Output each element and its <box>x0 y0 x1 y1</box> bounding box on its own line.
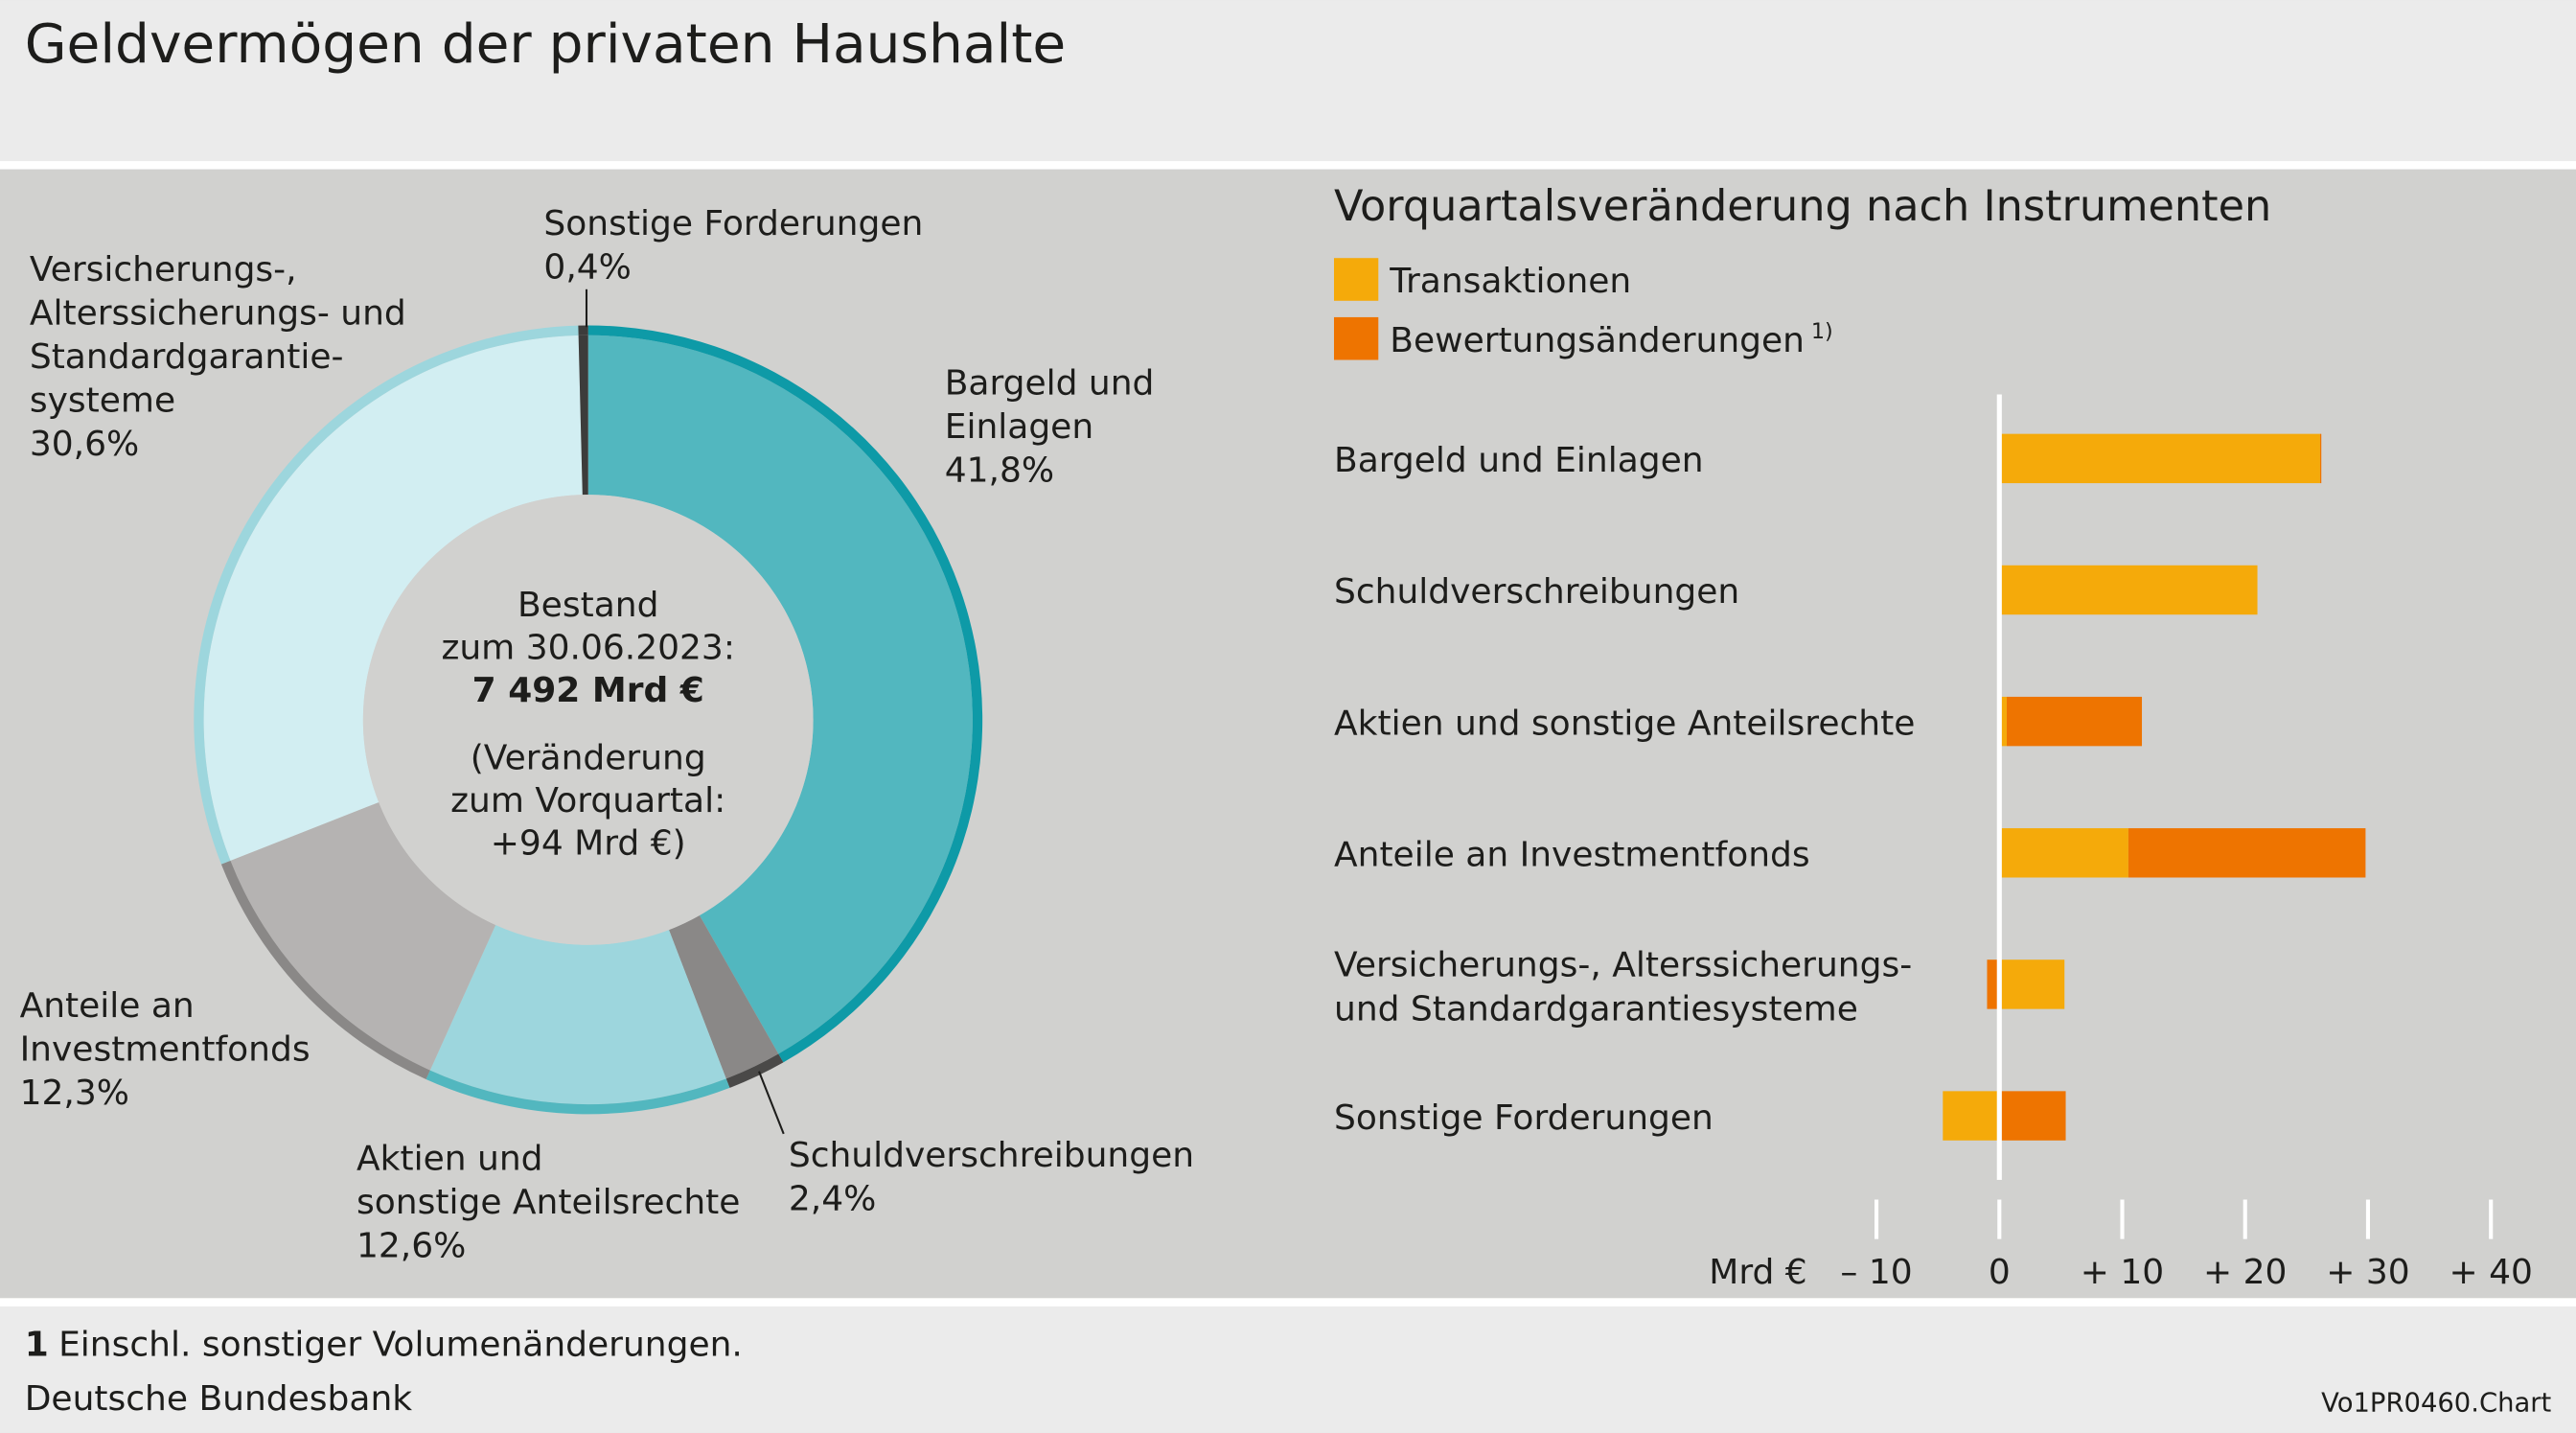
donut-slice-3 <box>230 801 496 1071</box>
donut-label-2-line-0: Aktien und <box>356 1140 542 1179</box>
donut-value-label-1: 2,4% <box>789 1180 876 1219</box>
x-tick-label-3: + 20 <box>2203 1253 2287 1292</box>
center-line-3: 7 492 Mrd € <box>472 671 704 710</box>
footnote-marker: 1 <box>25 1325 49 1364</box>
page-title: Geldvermögen der privaten Haushalte <box>25 12 1066 76</box>
donut-label-0-line-0: Bargeld und <box>945 364 1155 404</box>
center-line-1: Bestand <box>518 586 658 625</box>
bar-1-transaktionen <box>1999 565 2258 615</box>
legend-swatch-transaktionen <box>1334 258 1379 301</box>
donut-label-0-line-1: Einlagen <box>945 407 1093 447</box>
bar-3-transaktionen <box>1999 828 2128 878</box>
bar-5-transaktionen <box>1943 1091 2000 1141</box>
x-tick-label-5: + 40 <box>2449 1253 2532 1292</box>
donut-label-1-line-0: Schuldverschreibungen <box>789 1136 1194 1175</box>
donut-slice-1 <box>669 914 779 1079</box>
center-line-6: +94 Mrd €) <box>491 823 686 863</box>
bar-3-bewertung <box>2128 828 2366 878</box>
zero-line <box>1996 394 2002 1180</box>
center-line-5: zum Vorquartal: <box>450 781 725 821</box>
x-tick-label-2: + 10 <box>2081 1253 2164 1292</box>
divider-top <box>0 161 2576 170</box>
bar-category-label-3: Anteile an Investmentfonds <box>1334 835 1810 874</box>
donut-label-4-line-3: systeme <box>30 381 175 421</box>
bar-4-transaktionen <box>1999 959 2065 1009</box>
donut-value-label-5: 0,4% <box>543 248 631 288</box>
bar-category-label-4-line-0: Versicherungs-, Alterssicherungs- <box>1334 945 1912 984</box>
donut-chart <box>194 289 983 1135</box>
x-tick-label-0: – 10 <box>1840 1253 1912 1292</box>
donut-value-label-3: 12,3% <box>20 1074 129 1113</box>
bar-category-label-4-line-1: und Standardgarantiesysteme <box>1334 990 1858 1029</box>
donut-label-3-line-0: Anteile an <box>20 986 195 1026</box>
donut-slice-2 <box>429 925 726 1105</box>
x-tick-5 <box>2489 1199 2494 1239</box>
donut-slice-rim-5 <box>578 325 588 335</box>
donut-label-2-line-1: sonstige Anteilsrechte <box>356 1183 740 1222</box>
bar-2-transaktionen <box>1999 696 2007 747</box>
chart-id: Vo1PR0460.Chart <box>2321 1389 2551 1419</box>
bar-5-bewertung <box>1999 1091 2066 1141</box>
donut-slice-rim-2 <box>426 1070 730 1115</box>
bar-category-label-2: Aktien und sonstige Anteilsrechte <box>1334 704 1915 743</box>
bar-0-transaktionen <box>1999 433 2320 484</box>
donut-center-text: Bestand zum 30.06.2023: 7 492 Mrd € (Ver… <box>441 586 734 864</box>
donut-slice-5 <box>578 335 588 496</box>
bar-category-label-1: Schuldverschreibungen <box>1334 572 1739 612</box>
x-axis-unit-label: Mrd € <box>1709 1253 1806 1292</box>
legend-footnote-sup: 1) <box>1811 319 1833 344</box>
footnote: 1 Einschl. sonstiger Volumenänderungen. <box>25 1325 743 1364</box>
divider-bottom <box>0 1298 2576 1306</box>
legend-swatch-bewertung <box>1334 316 1379 360</box>
x-tick-label-4: + 30 <box>2326 1253 2409 1292</box>
legend-label-bewertung-text: Bewertungsänderungen <box>1390 321 1805 360</box>
donut-label-3-line-1: Investmentfonds <box>20 1030 310 1070</box>
donut-slice-4 <box>203 335 583 861</box>
x-tick-1 <box>1997 1199 2002 1239</box>
x-tick-4 <box>2365 1199 2371 1239</box>
bar-chart: Bargeld und Einlagen Schuldverschreibunge… <box>1334 394 2533 1292</box>
legend-label-transaktionen: Transaktionen <box>1389 262 1631 301</box>
donut-label-4-line-2: Standardgarantie- <box>30 337 344 377</box>
bar-2-bewertung <box>2006 696 2143 747</box>
footnote-text: Einschl. sonstiger Volumenänderungen. <box>58 1325 743 1364</box>
donut-label-4-line-0: Versicherungs-, <box>30 250 297 289</box>
x-tick-2 <box>2120 1199 2125 1239</box>
donut-label-5-line-0: Sonstige Forderungen <box>543 204 923 243</box>
bar-chart-title: Vorquartalsveränderung nach Instrumenten <box>1334 181 2271 231</box>
x-tick-label-1: 0 <box>1989 1253 2011 1292</box>
donut-label-4-line-1: Alterssicherungs- und <box>30 294 406 334</box>
x-tick-0 <box>1874 1199 1879 1239</box>
donut-value-label-4: 30,6% <box>30 425 139 464</box>
donut-slice-rim-1 <box>725 1053 784 1088</box>
legend-label-bewertung: Bewertungsänderungen 1) <box>1390 319 1832 360</box>
bar-category-label-0: Bargeld und Einlagen <box>1334 441 1704 480</box>
center-line-2: zum 30.06.2023: <box>441 629 734 668</box>
leader-line-schuld <box>758 1071 785 1135</box>
source-label: Deutsche Bundesbank <box>25 1379 413 1419</box>
donut-slice-0 <box>587 335 973 1054</box>
x-tick-3 <box>2242 1199 2247 1239</box>
center-line-4: (Veränderung <box>471 738 706 777</box>
bar-0-bewertung <box>2319 433 2322 484</box>
donut-hole <box>362 495 814 945</box>
donut-value-label-2: 12,6% <box>356 1227 466 1266</box>
bar-4-bewertung <box>1987 959 2000 1009</box>
bar-category-label-5: Sonstige Forderungen <box>1334 1098 1714 1138</box>
donut-value-label-0: 41,8% <box>945 451 1054 490</box>
